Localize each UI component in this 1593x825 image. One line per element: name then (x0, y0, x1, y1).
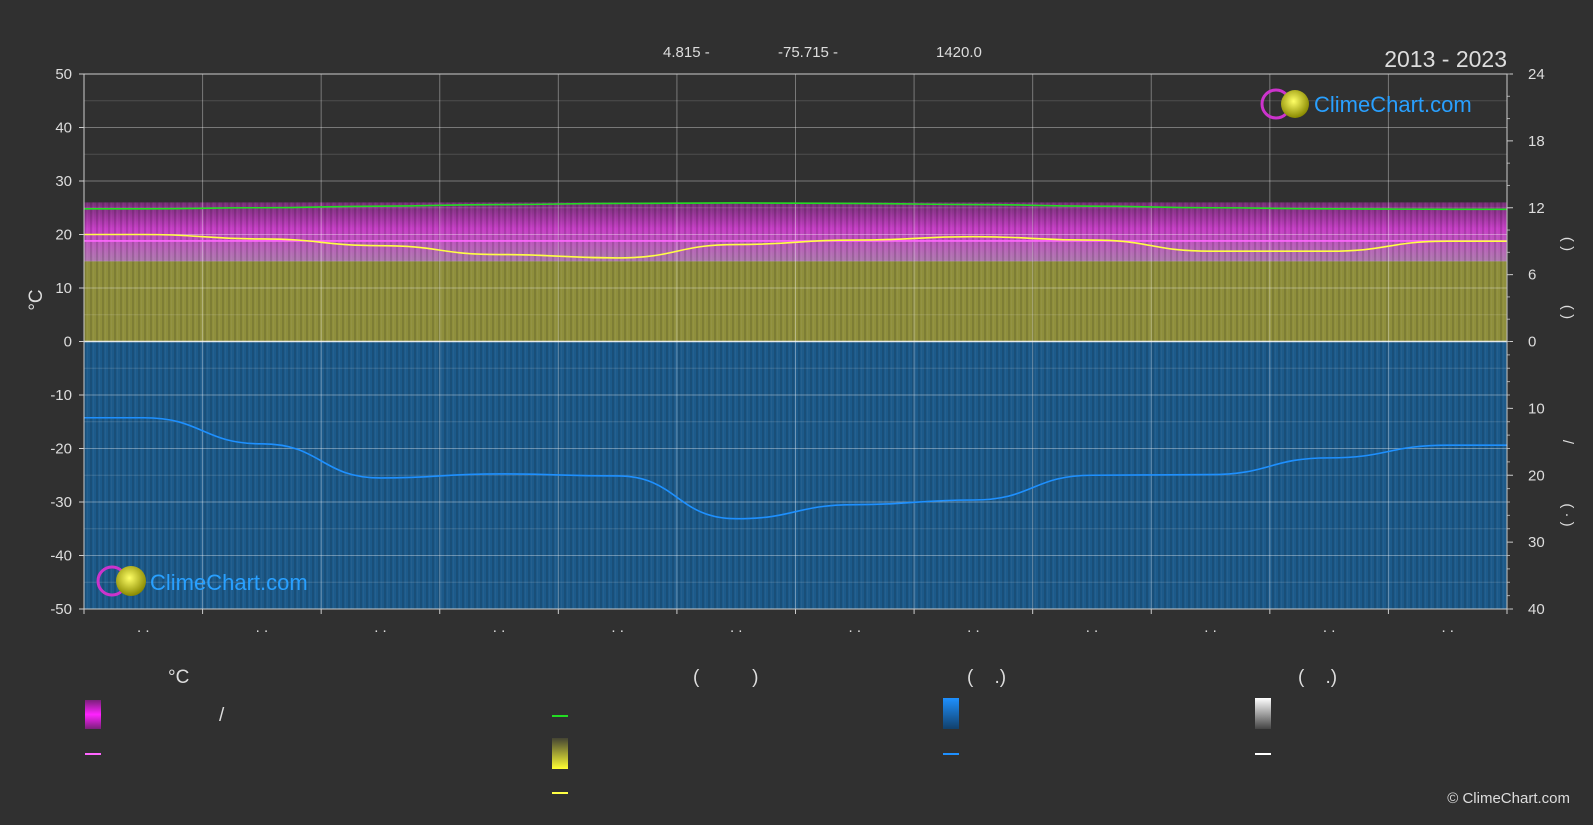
logo-top: ClimeChart.com (1260, 88, 1472, 120)
logo-sun-icon (1281, 90, 1309, 118)
y-right-axis-label-lower-2: ( · ) (1559, 503, 1576, 526)
x-tick-label: . . (1204, 619, 1217, 636)
legend-swatch-white (1255, 698, 1271, 729)
legend-line-green (552, 715, 568, 717)
legend-line-magenta (85, 753, 101, 755)
legend-col1-row1-text: / (219, 705, 225, 726)
x-tick-label: . . (611, 619, 624, 636)
legend-col2-header: ( ) (693, 667, 758, 688)
y-left-tick-label: 10 (55, 280, 72, 297)
y-left-tick-label: 20 (55, 227, 72, 244)
copyright: © ClimeChart.com (1447, 790, 1570, 807)
legend-line-yellow (552, 792, 568, 794)
x-tick-label: . . (374, 619, 387, 636)
y-right-axis-label-upper: ( ) (1559, 237, 1576, 251)
y-left-tick-label: -20 (50, 441, 72, 458)
y-right-upper-tick-label: 24 (1528, 66, 1545, 83)
legend-col1-header: °C (168, 667, 189, 688)
y-left-axis-label: °C (26, 289, 47, 310)
header-lon: -75.715 - (778, 44, 838, 61)
y-left-tick-label: -40 (50, 548, 72, 565)
y-left-tick-label: 50 (55, 66, 72, 83)
axis-ticks: -50 -40 -30 -20 -10 0 10 20 30 40 50 0 6 12 18 24 10 20 30… (50, 66, 1544, 636)
x-tick-label: . . (1441, 619, 1454, 636)
y-right-axis-label-lower: / (1559, 440, 1576, 445)
legend-swatch-magenta (85, 700, 101, 729)
y-right-upper-tick-label: 12 (1528, 200, 1545, 217)
series-line-0 (83, 202, 1507, 211)
x-tick-label: . . (256, 619, 269, 636)
y-left-tick-label: 40 (55, 120, 72, 137)
y-left-tick-label: 30 (55, 173, 72, 190)
y-right-upper-tick-label: 0 (1528, 334, 1536, 351)
x-tick-label: . . (1086, 619, 1099, 636)
series-line-3 (84, 416, 1507, 520)
logo-sun-icon (116, 566, 146, 596)
series-line-2 (84, 233, 1507, 259)
y-right-upper-tick-label: 18 (1528, 133, 1545, 150)
precip-texture (84, 341, 1507, 609)
y-right-lower-tick-label: 30 (1528, 534, 1545, 551)
x-tick-label: . . (730, 619, 743, 636)
legend-swatch-blue (943, 698, 959, 729)
y-left-tick-label: -10 (50, 387, 72, 404)
x-tick-label: . . (137, 619, 150, 636)
y-right-axis-label-upper-2: ( ) (1559, 305, 1576, 319)
plot-frame (83, 73, 1508, 610)
y-right-lower-tick-label: 10 (1528, 400, 1545, 417)
logo-bottom-text: ClimeChart.com (150, 570, 308, 595)
area-fills (84, 202, 1507, 609)
legend-swatch-olive (552, 738, 568, 769)
header-years: 2013 - 2023 (1384, 46, 1507, 72)
series-lines (83, 202, 1507, 520)
x-tick-label: . . (493, 619, 506, 636)
legend-col3-header: ( .) (967, 667, 1006, 688)
y-left-tick-label: 0 (64, 334, 72, 351)
legend-line-blue (943, 753, 959, 755)
y-right-lower-tick-label: 40 (1528, 601, 1545, 618)
y-right-lower-tick-label: 20 (1528, 467, 1545, 484)
x-tick-label: . . (849, 619, 862, 636)
x-tick-label: . . (967, 619, 980, 636)
logo-top-text: ClimeChart.com (1314, 92, 1472, 117)
y-left-tick-label: -30 (50, 494, 72, 511)
legend-col4-header: ( .) (1298, 667, 1337, 688)
y-left-tick-label: -50 (50, 601, 72, 618)
sunshine-texture (84, 261, 1507, 342)
header-lat: 4.815 - (663, 44, 710, 61)
x-tick-label: . . (1323, 619, 1336, 636)
logo-bottom: ClimeChart.com (96, 565, 308, 597)
grid-lines (84, 73, 1507, 610)
y-right-upper-tick-label: 6 (1528, 267, 1536, 284)
header-elev: 1420.0 (936, 44, 982, 61)
legend-line-white (1255, 753, 1271, 755)
